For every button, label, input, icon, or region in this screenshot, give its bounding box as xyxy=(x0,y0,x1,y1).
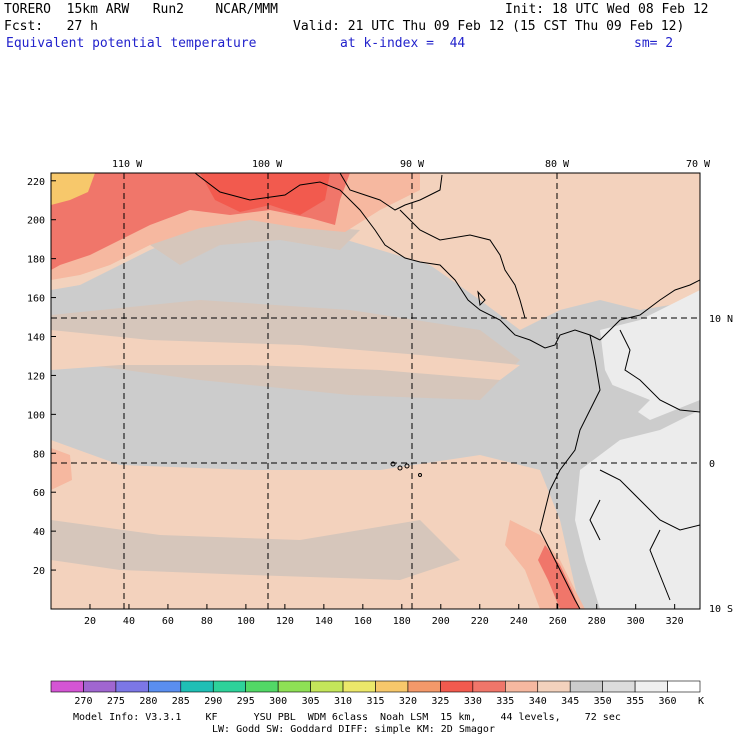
colorbar-label: 285 xyxy=(172,696,190,707)
colorbar-swatch xyxy=(667,680,701,693)
colorbar-swatch xyxy=(277,680,311,693)
y-tick-label: 140 xyxy=(27,333,45,344)
x-tick-label: 80 xyxy=(201,616,213,627)
x-tick-label: 180 xyxy=(393,616,411,627)
plot-frame xyxy=(50,172,701,610)
y-tick-label: 180 xyxy=(27,255,45,266)
x-tick-label: 200 xyxy=(432,616,450,627)
init-time: Init: 18 UTC Wed 08 Feb 12 xyxy=(505,2,709,17)
colorbar-swatch xyxy=(342,680,376,693)
level-info: at k-index = 44 xyxy=(340,36,466,51)
y-tick-label: 40 xyxy=(33,527,45,538)
colorbar-unit: K xyxy=(698,696,704,707)
colorbar-swatch xyxy=(83,680,117,693)
x-tick-label: 140 xyxy=(315,616,333,627)
colorbar-label: 325 xyxy=(431,696,449,707)
colorbar-swatch xyxy=(50,680,84,693)
colorbar-label: 300 xyxy=(269,696,287,707)
colorbar-swatch xyxy=(472,680,506,693)
colorbar-swatch xyxy=(375,680,409,693)
lat-label: 10 N xyxy=(709,314,733,325)
lat-label: 0 xyxy=(709,459,715,470)
y-tick-label: 200 xyxy=(27,216,45,227)
colorbar-swatch xyxy=(537,680,571,693)
coastlines xyxy=(194,173,700,609)
colorbar-label: 360 xyxy=(659,696,677,707)
y-tick-label: 100 xyxy=(27,410,45,421)
y-tick-label: 60 xyxy=(33,488,45,499)
y-tick-label: 120 xyxy=(27,371,45,382)
field-name: Equivalent potential temperature xyxy=(6,36,257,51)
x-tick-label: 60 xyxy=(162,616,174,627)
colorbar-label: 340 xyxy=(529,696,547,707)
y-tick-label: 220 xyxy=(27,177,45,188)
smoothing-info: sm= 2 xyxy=(634,36,674,51)
colorbar-label: 335 xyxy=(496,696,514,707)
colorbar-swatch xyxy=(634,680,668,693)
colorbar-label: 320 xyxy=(399,696,417,707)
y-tick-label: 20 xyxy=(33,566,45,577)
colorbar-swatch xyxy=(407,680,441,693)
x-tick-label: 320 xyxy=(666,616,684,627)
valid-time: Valid: 21 UTC Thu 09 Feb 12 (15 CST Thu … xyxy=(293,19,685,34)
colorbar: 270 275 280 285 290 295 300 305 310 315 320 325 330 3… xyxy=(50,680,701,707)
colorbar-swatch xyxy=(245,680,279,693)
colorbar-label: 270 xyxy=(74,696,92,707)
run-title: TORERO 15km ARW Run2 NCAR/MMM xyxy=(4,2,278,17)
colorbar-label: 350 xyxy=(594,696,612,707)
x-tick-label: 280 xyxy=(588,616,606,627)
colorbar-label: 315 xyxy=(366,696,384,707)
colorbar-swatch xyxy=(602,680,636,693)
colorbar-swatch xyxy=(504,680,539,693)
model-info: Model Info: V3.3.1 KF YSU PBL WDM 6class… xyxy=(73,712,621,723)
lon-label: 80 W xyxy=(545,159,570,170)
colorbar-label: 310 xyxy=(334,696,352,707)
colorbar-label: 345 xyxy=(561,696,579,707)
x-tick-label: 300 xyxy=(627,616,645,627)
colorbar-label: 305 xyxy=(302,696,320,707)
colorbar-label: 295 xyxy=(237,696,255,707)
forecast-hour: Fcst: 27 h xyxy=(4,19,98,34)
colorbar-swatch xyxy=(440,680,474,693)
colorbar-label: 275 xyxy=(107,696,125,707)
y-tick-label: 160 xyxy=(27,294,45,305)
colorbar-swatch xyxy=(115,680,149,693)
colorbar-label: 330 xyxy=(464,696,482,707)
x-tick-label: 220 xyxy=(471,616,489,627)
colorbar-label: 290 xyxy=(204,696,222,707)
x-tick-label: 20 xyxy=(84,616,96,627)
y-tick-label: 80 xyxy=(33,449,45,460)
model-physics: LW: Godd SW: Goddard DIFF: simple KM: 2D… xyxy=(212,724,495,735)
colorbar-swatch xyxy=(148,680,182,693)
colorbar-swatch xyxy=(180,680,214,693)
x-tick-label: 240 xyxy=(510,616,528,627)
x-tick-label: 260 xyxy=(549,616,567,627)
colorbar-swatch xyxy=(569,680,603,693)
lon-label: 70 W xyxy=(686,159,711,170)
colorbar-label: 355 xyxy=(626,696,644,707)
x-tick-label: 120 xyxy=(276,616,294,627)
lat-label: 10 S xyxy=(709,604,733,615)
lon-label: 90 W xyxy=(400,159,425,170)
graticule xyxy=(51,173,700,609)
x-tick-label: 100 xyxy=(237,616,255,627)
lon-label: 100 W xyxy=(252,159,283,170)
x-tick-label: 160 xyxy=(354,616,372,627)
x-tick-label: 40 xyxy=(123,616,135,627)
colorbar-swatch xyxy=(310,680,344,693)
contour-fill xyxy=(51,173,700,609)
colorbar-label: 280 xyxy=(139,696,157,707)
lon-label: 110 W xyxy=(112,159,143,170)
colorbar-swatch xyxy=(212,680,247,693)
